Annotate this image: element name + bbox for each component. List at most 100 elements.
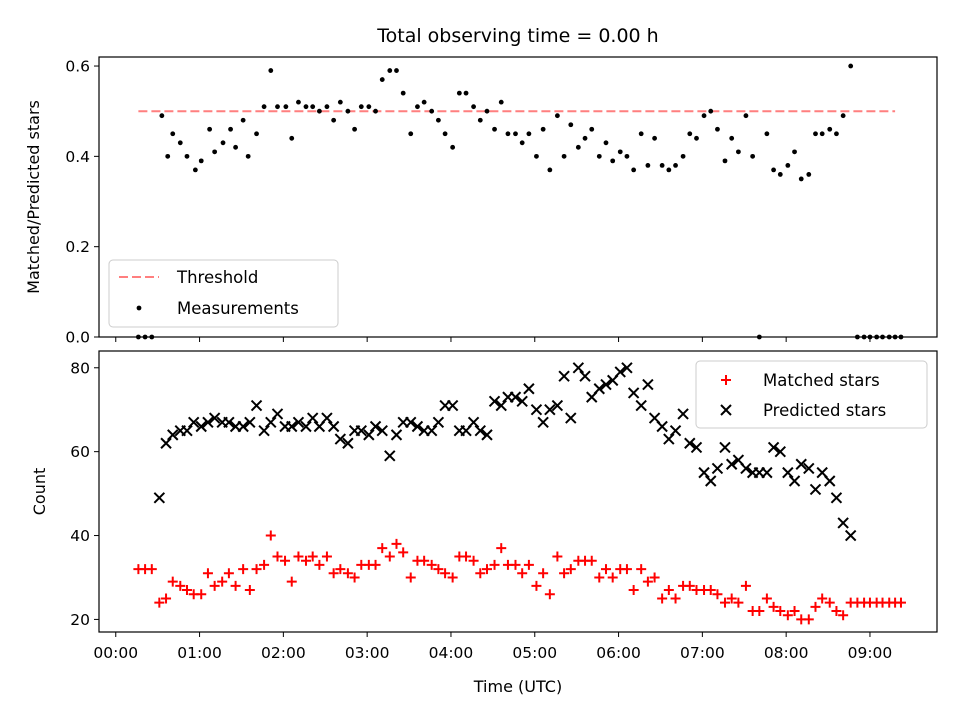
predicted-star-point	[627, 387, 640, 399]
predicted-star-point	[167, 429, 179, 441]
x-tick-label: 01:00	[177, 644, 222, 662]
predicted-star-point	[446, 399, 459, 412]
predicted-star-point	[544, 404, 556, 416]
measurement-point	[233, 144, 238, 150]
matched-star-point	[223, 568, 234, 579]
matched-star-point	[565, 564, 576, 575]
predicted-star-point	[572, 362, 585, 374]
measurement-point	[477, 117, 483, 123]
predicted-star-point	[684, 437, 696, 449]
predicted-star-point	[761, 466, 773, 479]
matched-star-point	[321, 551, 332, 562]
matched-star-point	[775, 606, 786, 617]
predicted-star-point	[509, 391, 522, 403]
matched-star-point	[328, 568, 339, 579]
measurement-point	[519, 140, 525, 146]
measurement-point	[827, 126, 833, 132]
matched-star-point	[265, 530, 276, 541]
x-tick-label: 04:00	[429, 644, 474, 662]
measurement-point	[442, 131, 448, 137]
measurement-point	[303, 104, 309, 110]
measurement-point	[596, 153, 602, 159]
bottom-axes-frame	[98, 350, 938, 633]
predicted-star-point	[153, 492, 166, 504]
measurement-point	[659, 162, 665, 168]
matched-star-point	[377, 543, 388, 554]
measurement-point	[324, 104, 330, 110]
measurement-point	[331, 117, 337, 123]
measurement-point	[471, 104, 476, 110]
matched-star-point	[817, 593, 828, 604]
measurement-point	[358, 104, 364, 110]
predicted-star-point	[292, 416, 305, 429]
predicted-star-point	[530, 404, 543, 416]
matched-star-point	[726, 593, 737, 604]
matched-star-point	[733, 597, 744, 608]
predicted-star-point	[614, 366, 626, 378]
predicted-star-point	[705, 475, 717, 487]
matched-star-point	[657, 593, 668, 604]
y-axis-label: Count	[30, 468, 49, 516]
matched-star-point	[768, 601, 779, 612]
predicted-star-point	[321, 412, 333, 424]
matched-star-point	[600, 564, 611, 575]
matched-star-point	[154, 597, 165, 608]
legend-measurement-swatch	[136, 305, 142, 311]
measurement-point	[750, 153, 756, 159]
predicted-star-point	[384, 450, 396, 462]
measurement-point	[379, 77, 385, 82]
x-tick-label: 09:00	[848, 644, 893, 662]
matched-star-point	[642, 576, 653, 587]
measurement-point	[170, 131, 176, 137]
predicted-star-point	[411, 420, 424, 433]
predicted-star-point	[286, 420, 298, 433]
matched-star-point	[230, 580, 241, 591]
matched-star-point	[895, 597, 906, 608]
measurement-point	[687, 131, 693, 137]
predicted-star-point	[181, 424, 193, 437]
matched-star-point	[475, 568, 486, 579]
x-tick-label: 08:00	[764, 644, 809, 662]
top-legend: Threshold Measurements	[108, 259, 339, 328]
predicted-star-point	[467, 416, 480, 429]
predicted-star-point	[425, 424, 438, 437]
predicted-star-point	[369, 420, 382, 433]
matched-star-point	[754, 606, 765, 617]
predicted-star-point	[621, 362, 633, 374]
measurement-point	[624, 153, 630, 159]
measurement-point	[840, 113, 846, 119]
matched-star-point	[335, 564, 346, 575]
measurement-point	[435, 117, 441, 123]
measurement-point	[777, 172, 783, 177]
measurement-point	[316, 108, 322, 114]
measurement-point	[456, 90, 462, 96]
legend-matched-label: Matched stars	[763, 371, 880, 390]
predicted-star-point	[782, 466, 794, 479]
x-tick-label: 00:00	[93, 644, 138, 662]
bottom-panel: 20 40 60 80 00:00 01:00 02:00 03:00 04:00 05:00 06…	[30, 350, 938, 696]
measurement-point	[198, 158, 204, 164]
predicted-star-point	[837, 517, 849, 529]
x-tick-label: 05:00	[512, 644, 557, 662]
measurement-point	[806, 172, 812, 177]
matched-star-point	[831, 606, 842, 617]
measurement-point	[645, 162, 651, 168]
y-tick-label: 80	[70, 359, 90, 377]
measurement-point	[492, 126, 497, 132]
predicted-star-point	[202, 416, 214, 429]
predicted-star-point	[187, 416, 200, 429]
y-tick-label: 60	[70, 443, 90, 461]
predicted-star-point	[300, 420, 312, 433]
measurement-point	[184, 153, 190, 159]
predicted-star-point	[725, 458, 738, 470]
predicted-star-point	[363, 429, 375, 441]
predicted-star-point	[160, 437, 172, 449]
matched-star-point	[314, 559, 325, 570]
matched-star-point	[405, 572, 416, 583]
predicted-star-point	[669, 424, 682, 437]
measurement-point	[715, 126, 720, 132]
matched-star-point	[628, 585, 639, 596]
matched-star-point	[705, 585, 716, 596]
matched-star-point	[719, 597, 730, 608]
